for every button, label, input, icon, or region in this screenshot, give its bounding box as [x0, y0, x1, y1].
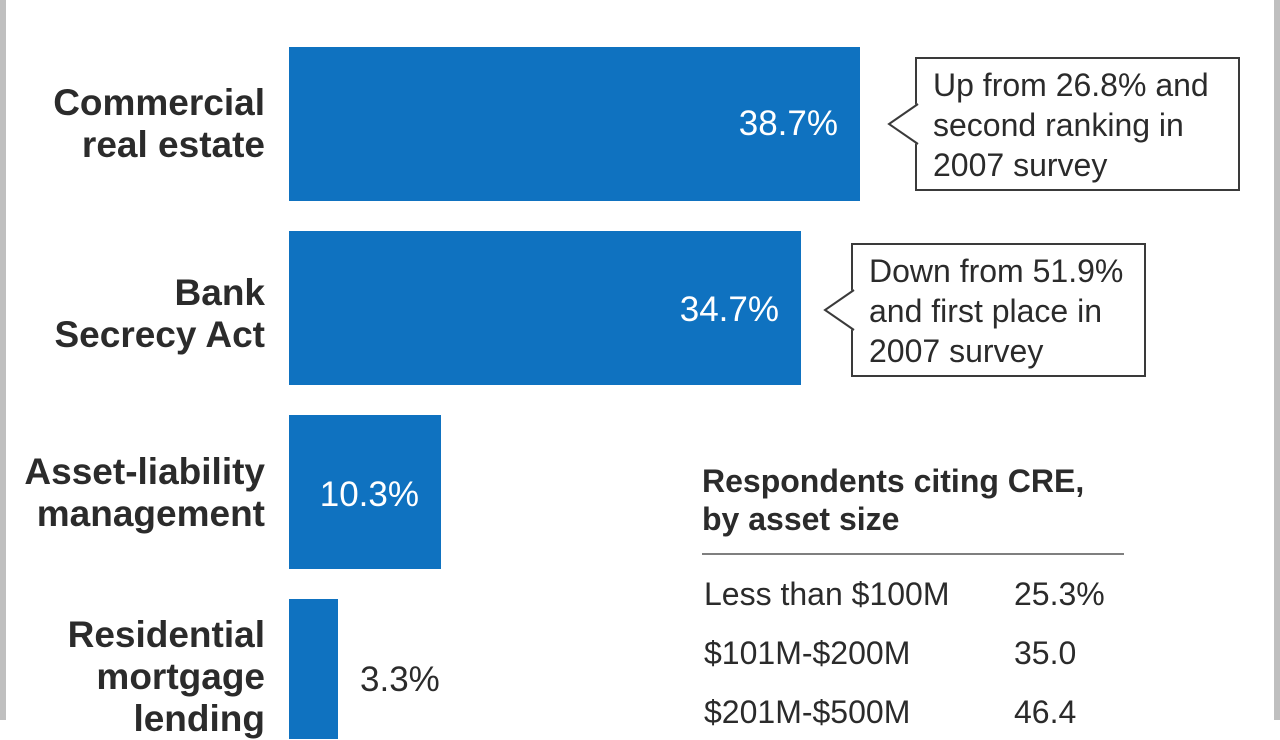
- bar-value-label: 10.3%: [319, 475, 419, 514]
- category-label-line: mortgage: [96, 656, 265, 697]
- table-row: $101M-$200M 35.0: [704, 633, 1124, 673]
- inset-table-title-line: Respondents citing CRE,: [702, 463, 1085, 499]
- table-row-value: 46.4: [1014, 694, 1077, 730]
- callout-text-line: and first place in: [869, 293, 1103, 329]
- table-row-value: 25.3%: [1014, 576, 1105, 612]
- table-row-label: $201M-$500M: [704, 694, 911, 730]
- annotation-callout: Down from 51.9% and first place in 2007 …: [823, 243, 1146, 377]
- category-label-commercial-real-estate: Commercial real estate: [53, 82, 265, 166]
- category-label-asset-liability-management: Asset-liability management: [24, 451, 265, 535]
- table-row-label: Less than $100M: [704, 576, 950, 612]
- table-row: $201M-$500M 46.4: [704, 692, 1124, 732]
- annotation-callout: Up from 26.8% and second ranking in 2007…: [887, 57, 1240, 191]
- inset-table-title-line: by asset size: [702, 501, 900, 537]
- table-row-label: $101M-$200M: [704, 635, 911, 671]
- category-label-residential-mortgage-lending: Residential mortgage lending: [68, 614, 265, 740]
- category-label-bank-secrecy-act: Bank Secrecy Act: [55, 272, 266, 356]
- bar-value-label: 38.7%: [738, 104, 838, 143]
- bar-value-label: 34.7%: [679, 290, 779, 329]
- category-label-line: lending: [133, 698, 265, 739]
- bar-commercial-real-estate: [289, 47, 860, 201]
- inset-table-title: Respondents citing CRE, by asset size: [702, 462, 1084, 538]
- category-label-line: Bank: [174, 272, 265, 313]
- bar-bank-secrecy-act: [289, 231, 801, 385]
- left-frame-border: [0, 0, 6, 720]
- bar-residential-mortgage-lending: [289, 599, 338, 739]
- bar-asset-liability-management: [289, 415, 441, 569]
- table-row-value: 35.0: [1014, 635, 1077, 671]
- bar-value-label: 3.3%: [360, 660, 440, 699]
- category-label-line: real estate: [81, 124, 265, 165]
- category-label-line: Commercial: [53, 82, 265, 123]
- callout-text-line: second ranking in: [933, 107, 1184, 143]
- callout-text-line: 2007 survey: [933, 147, 1108, 183]
- category-label-line: Residential: [67, 614, 265, 655]
- category-label-line: Asset-liability: [24, 451, 265, 492]
- callout-text-line: 2007 survey: [869, 333, 1044, 369]
- category-label-line: management: [36, 493, 265, 534]
- category-label-line: Secrecy Act: [54, 314, 266, 355]
- callout-text-line: Up from 26.8% and: [933, 67, 1209, 103]
- right-frame-border: [1274, 0, 1280, 720]
- table-row: Less than $100M 25.3%: [704, 574, 1124, 614]
- inset-table-divider: [702, 553, 1124, 555]
- callout-text-line: Down from 51.9%: [869, 253, 1124, 289]
